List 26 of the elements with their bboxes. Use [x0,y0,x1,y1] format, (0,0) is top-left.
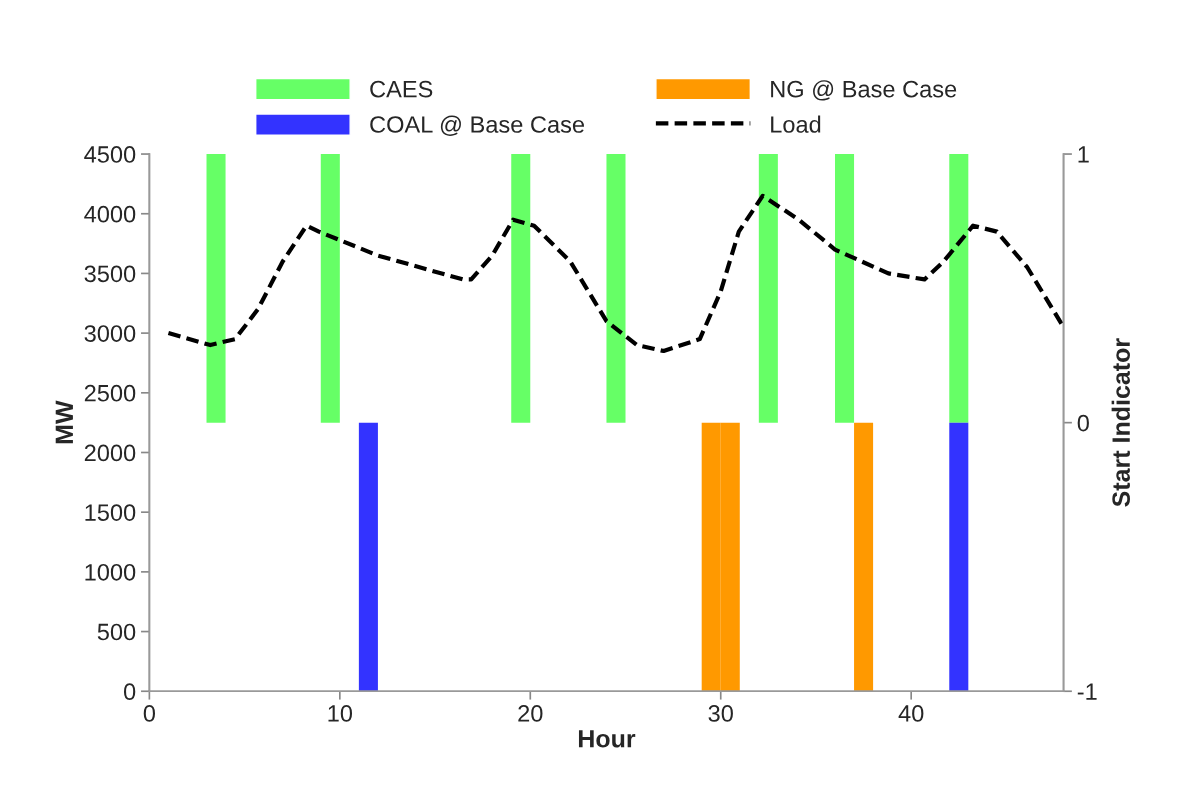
y2-tick-label: 1 [1078,146,1089,163]
y-tick-label: 500 [97,623,136,641]
x-tick-label: 40 [898,705,924,722]
line-series [166,193,1064,354]
y-tick-label: 0 [123,683,136,701]
y-axis-title: MW [55,400,73,444]
x-tick-label: 10 [328,705,353,722]
y-tick-label: 4500 [84,146,136,163]
legend-label: NG @ Base Case [771,80,957,101]
legend-label: CAES [370,80,433,98]
y2-axis-title: Start Indicator [1111,338,1130,507]
y-tick-label: 4000 [84,205,136,223]
y-tick-label: 2500 [84,384,136,402]
y2-tick-label: -1 [1077,683,1097,700]
y-tick-label: 1500 [85,504,136,521]
x-axis-title: Hour [578,730,636,748]
y-tick-label: 3000 [84,325,136,342]
y-tick-label: 3500 [84,265,136,283]
y-tick-label: 1000 [85,563,136,581]
legend-label: COAL @ Base Case [370,115,584,136]
y-tick-label: 2000 [84,444,136,462]
x-tick-label: 0 [143,705,156,722]
y2-tick-label: 0 [1077,414,1089,432]
x-tick-label: 20 [518,705,543,722]
x-tick-label: 30 [708,705,733,722]
legend-label: Load [771,115,821,133]
